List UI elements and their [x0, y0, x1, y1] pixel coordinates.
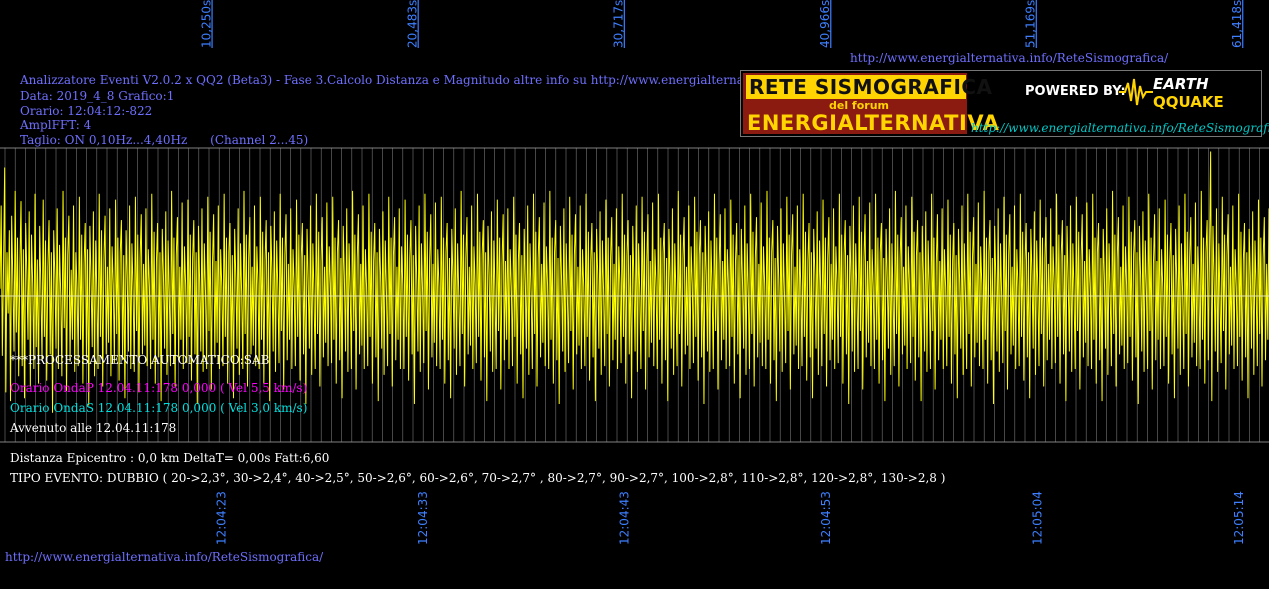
seismic-trace-line [0, 151, 1269, 413]
footer-url-link[interactable]: http://www.energialternativa.info/ReteSi… [5, 550, 324, 564]
event-type: TIPO EVENTO: DUBBIO ( 20->2,3°, 30->2,4°… [10, 471, 946, 485]
top-tick-label: 40,966s [818, 0, 832, 48]
epicenter-distance: Distanza Epicentro : 0,0 km DeltaT= 0,00… [10, 451, 330, 465]
rete-sismografica-logo[interactable]: RETE SISMOGRAFICA del forum ENERGIALTERN… [740, 70, 1269, 137]
logo-title: RETE SISMOGRAFICA [749, 75, 993, 99]
bottom-tick-label: 12:04:33 [416, 491, 430, 545]
logo-name: ENERGIALTERNATIVA [747, 111, 1000, 135]
logo-subtitle: del forum [829, 99, 889, 112]
processing-label: ***PROCESSAMENTO AUTOMATICO:SAB [10, 353, 270, 367]
logo-brand-qquake: QQUAKE [1153, 93, 1224, 111]
header-line-date: Data: 2019_4_8 Grafico:1 [20, 89, 175, 103]
logo-powered-by: POWERED BY: [1025, 84, 1126, 99]
top-tick-label: 30,717s [612, 0, 626, 48]
header-line-title: Analizzatore Eventi V2.0.2 x QQ2 (Beta3)… [20, 73, 856, 87]
top-tick-label: 61,418s [1230, 0, 1244, 48]
event-time: Avvenuto alle 12.04.11:178 [10, 421, 177, 435]
logo-url[interactable]: http://www.energialternativa.info/ReteSi… [971, 121, 1269, 135]
logo-brand-earth: EARTH [1153, 75, 1209, 93]
header-line-filter: Taglio: ON 0,10Hz...4,40Hz (Channel 2...… [20, 133, 309, 147]
logo-yellow-band [746, 75, 966, 99]
onda-p-time: Orario OndaP 12.04.11:178 0,000 ( Vel 5,… [10, 381, 308, 395]
bottom-tick-label: 12:05:04 [1030, 491, 1044, 545]
seismic-wave-icon [1119, 78, 1153, 106]
bottom-tick-label: 12:04:53 [819, 491, 833, 545]
top-tick-label: 20,483s [406, 0, 420, 48]
bottom-tick-label: 12:04:43 [617, 491, 631, 545]
bottom-tick-label: 12:05:14 [1232, 491, 1246, 545]
top-tick-label: 51,169s [1024, 0, 1038, 48]
top-url-link[interactable]: http://www.energialternativa.info/ReteSi… [850, 51, 1169, 65]
bottom-tick-label: 12:04:23 [215, 491, 229, 545]
top-tick-label: 10,250s [199, 0, 213, 48]
header-line-time: Orario: 12:04:12:-822 [20, 104, 153, 118]
header-line-amplfft: AmplFFT: 4 [20, 118, 92, 132]
onda-s-time: Orario OndaS 12.04.11:178 0,000 ( Vel 3,… [10, 401, 308, 415]
